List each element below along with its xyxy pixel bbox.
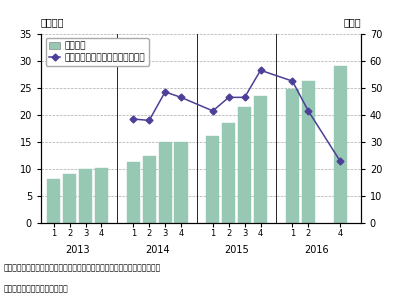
Bar bbox=[254, 96, 266, 223]
Bar bbox=[63, 174, 76, 223]
Text: 2016: 2016 bbox=[303, 245, 328, 255]
Bar bbox=[47, 179, 60, 223]
Text: ドーバンキングの内数。: ドーバンキングの内数。 bbox=[4, 285, 69, 293]
Bar bbox=[301, 81, 314, 223]
Text: 2014: 2014 bbox=[144, 245, 169, 255]
Bar bbox=[285, 89, 298, 223]
Text: 2015: 2015 bbox=[224, 245, 248, 255]
Text: （兆元）: （兆元） bbox=[41, 17, 64, 28]
Text: （％）: （％） bbox=[342, 17, 360, 28]
Legend: 理財商品, 伸び率（前年同期比／右目盛り）: 理財商品, 伸び率（前年同期比／右目盛り） bbox=[45, 38, 148, 66]
Text: 2013: 2013 bbox=[65, 245, 90, 255]
Bar bbox=[206, 136, 219, 223]
Bar bbox=[126, 162, 139, 223]
Bar bbox=[79, 169, 92, 223]
Bar bbox=[222, 123, 235, 223]
Bar bbox=[142, 156, 155, 223]
Text: 備考：銀行を経由しないシャドーバンキングも存在するので、本数値はシャ: 備考：銀行を経由しないシャドーバンキングも存在するので、本数値はシャ bbox=[4, 263, 161, 272]
Bar bbox=[174, 142, 187, 223]
Bar bbox=[158, 142, 171, 223]
Bar bbox=[333, 66, 346, 223]
Bar bbox=[238, 107, 251, 223]
Bar bbox=[95, 168, 108, 223]
